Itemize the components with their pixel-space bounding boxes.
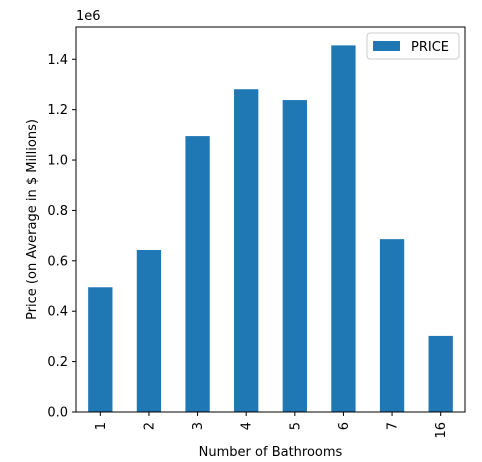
x-axis-title: Number of Bathrooms [199,445,343,460]
bar-3 [185,136,210,412]
y-tick-label: 1.2 [47,103,68,118]
x-tick-label: 7 [386,422,401,430]
x-tick-label: 6 [337,422,352,430]
y-axis-title: Price (on Average in $ Millions) [25,119,40,320]
bar-2 [136,249,162,412]
y-tick-label: 0.6 [47,254,68,269]
legend-swatch [373,41,400,51]
y-tick-label: 0.0 [47,406,68,421]
x-tick-label: 3 [191,422,206,430]
bar-7 [379,239,405,412]
y-tick-label: 1.0 [47,154,68,169]
y-tick-label: 0.4 [47,305,68,320]
bar-5 [282,100,307,413]
y-tick-label: 1.4 [47,53,68,68]
legend-label: PRICE [411,40,449,55]
x-tick-label: 4 [240,422,255,430]
y-tick-label: 0.8 [47,204,68,219]
legend-box [366,32,460,60]
x-axis: 1 2 3 4 5 6 7 16 [94,412,449,439]
legend: PRICE [366,32,460,60]
x-tick-label: 16 [434,422,449,439]
y-tick-label: 0.2 [47,355,68,370]
x-tick-label: 5 [288,422,303,430]
plot-frame [75,26,466,413]
x-tick-label: 1 [94,422,109,430]
y-axis: 0.0 0.2 0.4 0.6 0.8 1.0 1.2 1.4 [47,53,76,421]
y-axis-multiplier: 1e6 [76,9,101,24]
bars-group [88,45,453,413]
x-tick-label: 2 [142,422,157,430]
bar-16 [428,335,453,412]
bar-6 [331,45,356,413]
bar-4 [234,89,259,412]
bar-1 [88,287,113,412]
